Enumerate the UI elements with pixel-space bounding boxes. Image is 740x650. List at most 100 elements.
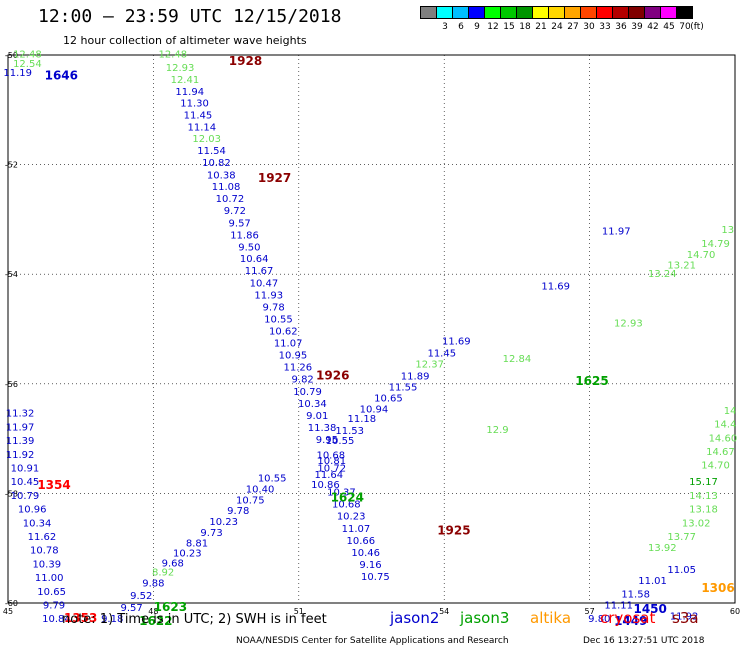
wave-height-value: 11.97 — [6, 422, 35, 433]
wave-height-value: 10.75 — [361, 572, 390, 583]
wave-height-value: 14.70 — [687, 250, 716, 261]
scale-label: 12 — [487, 22, 499, 32]
wave-height-value: 9.18 — [101, 614, 123, 625]
wave-height-value: 14 — [724, 406, 737, 417]
y-tick-label: -54 — [5, 270, 18, 279]
wave-height-value: 11.69 — [541, 282, 570, 293]
wave-height-value: 10.78 — [30, 546, 59, 557]
wave-height-value: 11.55 — [389, 382, 418, 393]
wave-height-value: 10.38 — [207, 170, 236, 181]
wave-height-value: 10.45 — [11, 477, 40, 488]
y-tick-label: -60 — [5, 599, 18, 608]
wave-height-value: 10.40 — [246, 484, 275, 495]
wave-height-value: 11.45 — [184, 111, 213, 122]
wave-height-value: 10.91 — [11, 463, 40, 474]
wave-height-value: 12.54 — [13, 59, 42, 70]
x-tick-label: 48 — [148, 607, 158, 616]
wave-height-value: 12.84 — [503, 354, 532, 365]
wave-height-value: 15.17 — [689, 477, 718, 488]
wave-height-value: 10.23 — [173, 548, 202, 559]
wave-height-value: 9.88 — [142, 579, 164, 590]
wave-height-value: 9.52 — [130, 591, 152, 602]
wave-height-value: 11.54 — [197, 146, 226, 157]
wave-height-value: 11.92 — [6, 450, 35, 461]
pass-time-label: 1450 — [633, 602, 666, 616]
color-scale-bar — [420, 6, 693, 19]
wave-height-value: 13.21 — [667, 261, 696, 272]
wave-height-value: 10.37 — [327, 488, 356, 499]
pass-time-label: 1927 — [258, 171, 291, 185]
pass-time-label: 1623 — [154, 600, 187, 614]
wave-height-value: 13.18 — [689, 505, 718, 516]
wave-height-value: 10.68 — [316, 450, 345, 461]
wave-height-value: 11.92 — [670, 611, 699, 622]
wave-height-value: 13.24 — [648, 269, 677, 280]
x-tick-label: 51 — [294, 607, 304, 616]
wave-height-value: 10.79 — [11, 491, 40, 502]
wave-height-value: 9.78 — [227, 506, 249, 517]
wave-height-value: 11.53 — [335, 426, 364, 437]
wave-height-value: 11.00 — [35, 573, 64, 584]
x-tick-label: 57 — [585, 607, 595, 616]
scale-label: 45 — [663, 22, 675, 32]
pass-time-label: 1625 — [575, 374, 608, 388]
wave-height-value: 12.9 — [486, 425, 508, 436]
pass-time-label: 1306 — [701, 581, 734, 595]
scale-label: 21 — [535, 22, 547, 32]
wave-height-value: 9.80 — [588, 614, 610, 625]
scale-label: 27 — [567, 22, 579, 32]
wave-height-value: 9.95 — [316, 435, 338, 446]
legend-altika: altika — [530, 609, 572, 627]
wave-height-value: 11.14 — [188, 123, 217, 134]
wave-height-value: 11.01 — [638, 576, 667, 587]
wave-height-value: 9.78 — [262, 302, 284, 313]
scale-unit: (ft) — [690, 22, 704, 32]
wave-height-value: 10.39 — [32, 559, 61, 570]
wave-height-value: 10.65 — [374, 393, 403, 404]
wave-height-value: 10.64 — [240, 254, 269, 265]
scale-label: 15 — [503, 22, 515, 32]
wave-height-value: 12.37 — [415, 359, 444, 370]
y-tick-label: -50 — [5, 51, 18, 60]
wave-height-value: 11.69 — [442, 336, 471, 347]
credit-text: NOAA/NESDIS Center for Satellite Applica… — [236, 636, 509, 646]
wave-height-value: 10.62 — [269, 326, 298, 337]
wave-height-value: 9.50 — [238, 243, 260, 254]
wave-height-value: 9.82 — [292, 375, 314, 386]
wave-height-value: 10.72 — [317, 463, 346, 474]
wave-height-value: 9.16 — [359, 560, 381, 571]
wave-height-value: 10.81 — [317, 456, 346, 467]
chart-title: 12:00 – 23:59 UTC 12/15/2018 — [38, 6, 342, 27]
wave-height-value: 12.93 — [166, 63, 195, 74]
wave-height-value: 11.45 — [427, 348, 456, 359]
y-tick-label: -52 — [5, 161, 18, 170]
pass-time-label: 1926 — [316, 368, 349, 382]
wave-height-value: 11.67 — [245, 266, 274, 277]
scale-label: 9 — [474, 22, 480, 32]
legend-jason2: jason2 — [390, 609, 440, 627]
x-tick-label: 60 — [730, 607, 740, 616]
wave-height-value: 11.30 — [180, 99, 209, 110]
wave-height-value: 11.11 — [604, 600, 633, 611]
scale-swatch — [676, 6, 693, 19]
wave-height-value: 13.77 — [667, 532, 696, 543]
wave-height-value: 11.94 — [175, 87, 204, 98]
wave-height-value: 10.66 — [347, 536, 376, 547]
scale-label: 18 — [519, 22, 531, 32]
wave-height-value: 10.55 — [264, 314, 293, 325]
pass-time-label: 1622 — [139, 614, 172, 628]
footer-note: note: 1) Time is in UTC; 2) SWH is in fe… — [62, 612, 327, 627]
scale-label: 42 — [647, 22, 659, 32]
pass-time-label: 1646 — [45, 69, 78, 83]
wave-height-value: 11.93 — [254, 290, 283, 301]
pass-time-label: 1928 — [229, 54, 262, 68]
scale-label: 3 — [442, 22, 448, 32]
wave-height-value: 13.02 — [682, 518, 711, 529]
wave-height-value: 10.55 — [326, 436, 355, 447]
scale-label: 24 — [551, 22, 563, 32]
x-tick-label: 54 — [439, 607, 449, 616]
wave-height-value: 8.81 — [186, 539, 208, 550]
wave-height-value: 11.07 — [274, 339, 303, 350]
wave-height-value: 11.86 — [230, 231, 259, 242]
wave-height-value: 11.18 — [347, 414, 376, 425]
